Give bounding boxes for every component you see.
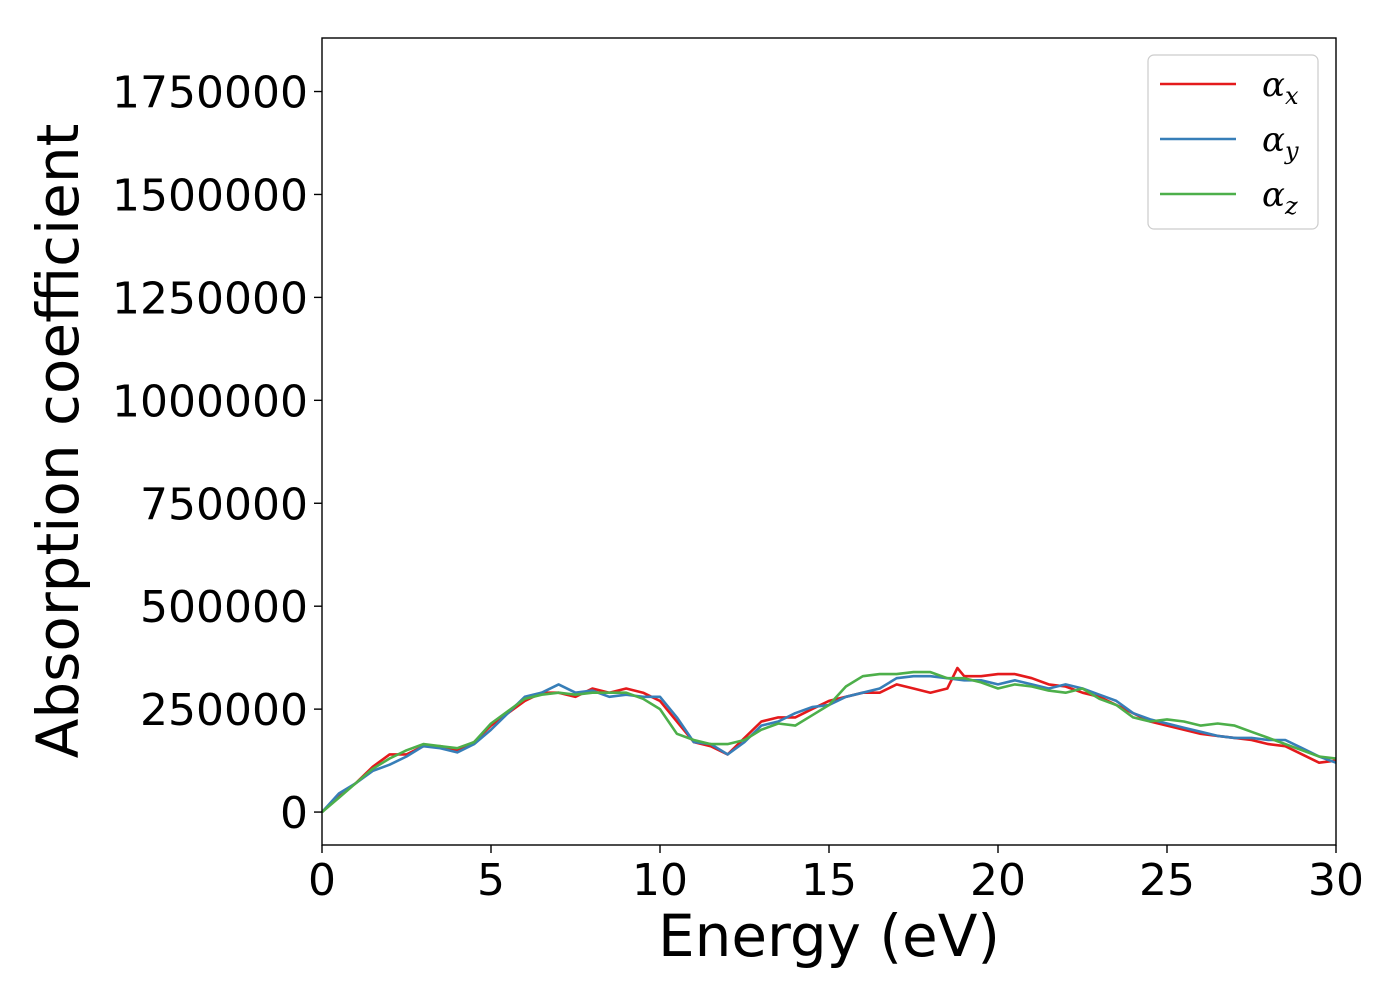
x-tick-label: 30: [1308, 855, 1364, 906]
y-tick-label: 500000: [140, 582, 308, 633]
y-tick-label: 1750000: [112, 68, 308, 119]
legend-label-z: αz: [1262, 175, 1298, 220]
y-tick-label: 750000: [140, 479, 308, 530]
x-tick-label: 15: [801, 855, 857, 906]
y-tick-label: 1500000: [112, 170, 308, 221]
y-axis-label: Absorption coefficient: [24, 124, 92, 759]
y-tick-label: 250000: [140, 685, 308, 736]
series-layer: [321, 666, 1337, 814]
x-tick-label: 20: [970, 855, 1026, 906]
x-tick-label: 25: [1139, 855, 1195, 906]
x-axis-label: Energy (eV): [658, 902, 1000, 970]
x-tick-label: 5: [477, 855, 505, 906]
y-axis-ticks: 0 250000 500000 750000 1000000 1250000 1500000…: [112, 68, 322, 839]
legend-box: [1147, 54, 1319, 230]
x-tick-label: 10: [632, 855, 688, 906]
y-tick-label: 0: [280, 788, 308, 839]
series-line-z: [321, 670, 1337, 814]
y-tick-label: 1250000: [112, 273, 308, 324]
y-tick-label: 1000000: [112, 376, 308, 427]
x-axis-ticks: 0 5 10 15 20 25 30: [308, 845, 1364, 906]
legend-label-x: αx: [1262, 65, 1299, 110]
series-line-x: [321, 666, 1337, 814]
legend-label-y: αy: [1262, 120, 1299, 165]
legend: αx αy αz: [1147, 54, 1319, 230]
x-tick-label: 0: [308, 855, 336, 906]
